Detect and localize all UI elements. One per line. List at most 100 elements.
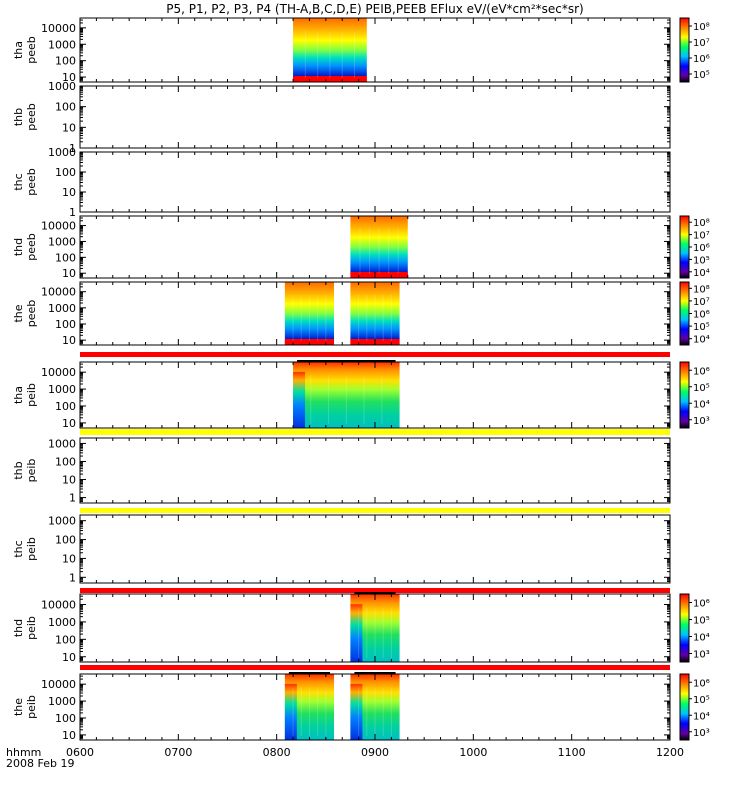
- y-tick-label: 10: [62, 651, 76, 664]
- y-tick-label: 10000: [41, 366, 76, 379]
- panel-frame: [79, 17, 671, 83]
- status-band-yellow: [80, 508, 670, 513]
- spectrogram-lowenergy-patch: [284, 683, 297, 740]
- y-tick-label: 100: [55, 101, 76, 114]
- status-band-red: [80, 665, 670, 670]
- panel-thb-peib: 1 10 100 1000 thb peib: [12, 429, 671, 505]
- y-tick-label: 10000: [41, 220, 76, 233]
- panel-frame: [79, 85, 671, 149]
- spectrogram-lowenergy-patch: [350, 683, 363, 740]
- y-tick-label: 10000: [41, 598, 76, 611]
- panel-frame: [79, 437, 671, 504]
- spectrogram-block: [284, 282, 335, 345]
- colorbar-label: 10⁷: [693, 297, 710, 308]
- y-label-product: peeb: [25, 36, 38, 64]
- y-label-product: peib: [25, 537, 38, 561]
- panel-thd-peib: 10 100 1000 10000 thd peib 10³ 10⁴ 10⁵ 10⁶: [12, 588, 710, 664]
- y-tick-label: 100: [55, 251, 76, 264]
- colorbar: [679, 593, 690, 663]
- y-label-probe: thd: [12, 238, 25, 256]
- spectrogram-lowest-bin: [293, 76, 367, 82]
- colorbar-label: 10⁶: [693, 54, 710, 65]
- y-tick-label: 10: [62, 474, 76, 487]
- y-label-probe: tha: [12, 386, 25, 404]
- figure-title: P5, P1, P2, P3, P4 (TH-A,B,C,D,E) PEIB,P…: [166, 2, 583, 16]
- y-tick-label: 1000: [48, 616, 76, 629]
- colorbar-label: 10³: [693, 650, 710, 661]
- spectrogram-block: [293, 18, 367, 82]
- y-tick-label: 100: [55, 534, 76, 547]
- panel-tha-peeb: 10 100 1000 10000 tha peeb 10⁵ 10⁶ 10⁷ 10⁸: [12, 17, 710, 84]
- y-tick-label: 1000: [48, 437, 76, 450]
- y-tick-label: 10: [62, 267, 76, 280]
- y-tick-label: 1: [69, 142, 76, 155]
- spectrogram-lowenergy-patch: [350, 604, 363, 662]
- y-tick-label: 10: [62, 417, 76, 430]
- colorbar-label: 10⁶: [693, 243, 710, 254]
- colorbar-label: 10⁷: [693, 231, 710, 242]
- spectrogram-top-edge: [354, 672, 396, 674]
- y-tick-label: 1: [69, 571, 76, 584]
- y-tick-label: 1000: [48, 302, 76, 315]
- colorbar-label: 10⁸: [693, 284, 710, 295]
- y-label-probe: thc: [12, 173, 25, 190]
- colorbar-label: 10⁵: [693, 255, 710, 266]
- y-label-product: peeb: [25, 300, 38, 328]
- y-tick-label: 10: [62, 71, 76, 84]
- colorbar-label: 10⁸: [693, 218, 710, 229]
- y-label-probe: tha: [12, 41, 25, 59]
- spectrogram-top-edge: [354, 592, 396, 594]
- y-label-product: peib: [25, 616, 38, 640]
- y-tick-label: 100: [55, 166, 76, 179]
- colorbar-label: 10⁵: [693, 383, 710, 394]
- spectrogram-top-edge: [288, 672, 331, 674]
- y-label-product: peeb: [25, 233, 38, 261]
- y-tick-label: 1000: [48, 235, 76, 248]
- y-tick-label: 10: [62, 334, 76, 347]
- x-tick-label: 0900: [361, 746, 389, 759]
- y-tick-label: 1000: [48, 80, 76, 93]
- colorbar: [679, 361, 690, 429]
- y-tick-label: 100: [55, 318, 76, 331]
- spectrogram-block: [350, 216, 408, 278]
- y-label-product: peeb: [25, 168, 38, 196]
- y-tick-label: 1000: [48, 383, 76, 396]
- colorbar: [679, 17, 690, 83]
- colorbar-label: 10⁶: [693, 310, 710, 321]
- y-label-probe: thb: [12, 108, 25, 126]
- x-axis-date: 2008 Feb 19: [6, 757, 74, 770]
- colorbar-label: 10⁸: [693, 22, 710, 33]
- x-tick-label: 1200: [656, 746, 684, 759]
- y-label-product: peib: [25, 459, 38, 483]
- status-band-red: [80, 352, 670, 357]
- y-label-probe: thc: [12, 540, 25, 557]
- y-label-probe: thd: [12, 619, 25, 637]
- y-tick-label: 100: [55, 633, 76, 646]
- colorbar-label: 10⁵: [693, 695, 710, 706]
- colorbar-label: 10⁴: [693, 335, 710, 346]
- panel-frame: [79, 514, 671, 584]
- colorbar-label: 10⁴: [693, 711, 710, 722]
- colorbar-label: 10⁶: [693, 366, 710, 377]
- status-band-yellow: [80, 429, 670, 435]
- colorbar: [679, 673, 690, 741]
- colorbar-label: 10⁷: [693, 38, 710, 49]
- spectrogram-block: [293, 362, 400, 428]
- y-tick-label: 10000: [41, 22, 76, 35]
- y-label-product: peib: [25, 695, 38, 719]
- x-tick-label: 0700: [164, 746, 192, 759]
- y-tick-label: 1000: [48, 146, 76, 159]
- y-tick-label: 10: [62, 552, 76, 565]
- x-axis: 0600 0700 0800 0900 1000 1100 1200: [66, 746, 684, 759]
- y-label-probe: the: [12, 304, 25, 322]
- x-axis-label: hhmm: [6, 746, 41, 759]
- status-band-red: [80, 588, 670, 593]
- x-tick-label: 0800: [263, 746, 291, 759]
- spectrogram-lowenergy-patch: [293, 371, 306, 428]
- colorbar-label: 10⁶: [693, 599, 710, 610]
- colorbar-label: 10⁵: [693, 616, 710, 627]
- colorbar: [679, 215, 690, 279]
